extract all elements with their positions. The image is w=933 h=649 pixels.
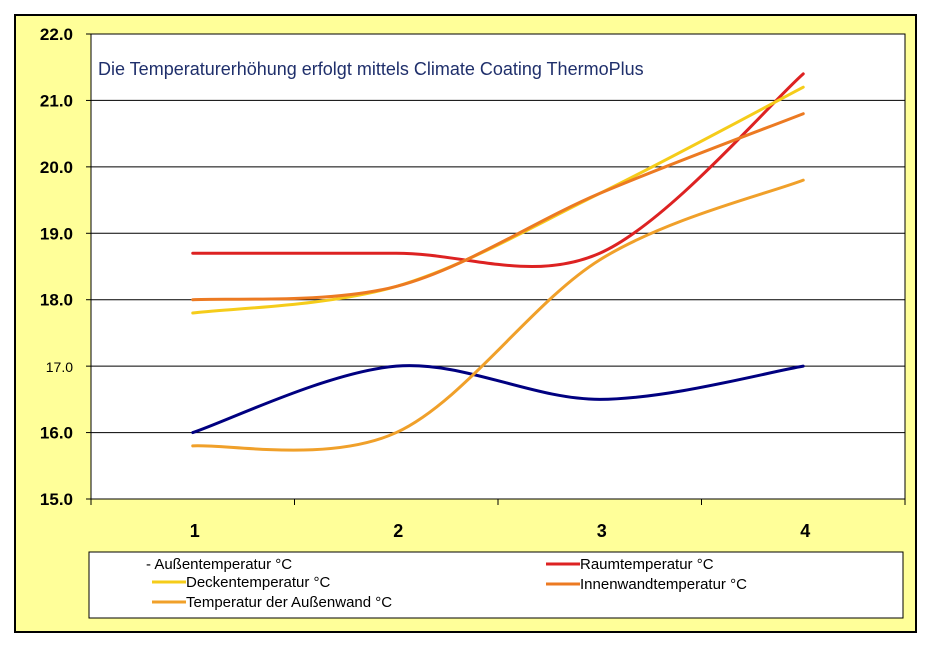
x-tick-label: 4 [800, 521, 810, 541]
series-line-3 [191, 112, 805, 302]
y-tick-label: 19.0 [40, 224, 73, 243]
x-tick-label: 1 [190, 521, 200, 541]
legend-label: Raumtemperatur °C [580, 556, 714, 573]
y-axis-ticks: 15.0 16.0 17.0 18.0 19.0 20.0 21.0 22.0 [40, 25, 91, 509]
y-tick-label: 21.0 [40, 91, 73, 110]
legend-label: Temperatur der Außenwand °C [186, 594, 392, 611]
legend: - Außentemperatur °C Raumtemperatur °C Dec… [146, 556, 747, 611]
x-tick-label: 2 [393, 521, 403, 541]
series-line-0 [191, 364, 805, 435]
series-line-1 [191, 72, 805, 268]
x-tick-label: 3 [597, 521, 607, 541]
series-lines [191, 72, 805, 452]
y-tick-label: 22.0 [40, 25, 73, 44]
legend-label: Innenwandtemperatur °C [580, 576, 747, 593]
plot-area [90, 33, 906, 500]
legend-box [88, 551, 904, 619]
x-axis-ticks: 1 2 3 4 [90, 499, 906, 541]
y-tick-label: 15.0 [40, 490, 73, 509]
y-tick-label: 18.0 [40, 291, 73, 310]
y-tick-label: 20.0 [40, 158, 73, 177]
chart-annotation: Die Temperaturerhöhung erfolgt mittels C… [98, 59, 644, 79]
y-tick-label: 16.0 [40, 424, 73, 443]
series-line-4 [191, 178, 805, 452]
y-tick-label: 17.0 [46, 359, 73, 375]
legend-label: Deckentemperatur °C [186, 574, 331, 591]
legend-label: - Außentemperatur °C [146, 556, 292, 573]
